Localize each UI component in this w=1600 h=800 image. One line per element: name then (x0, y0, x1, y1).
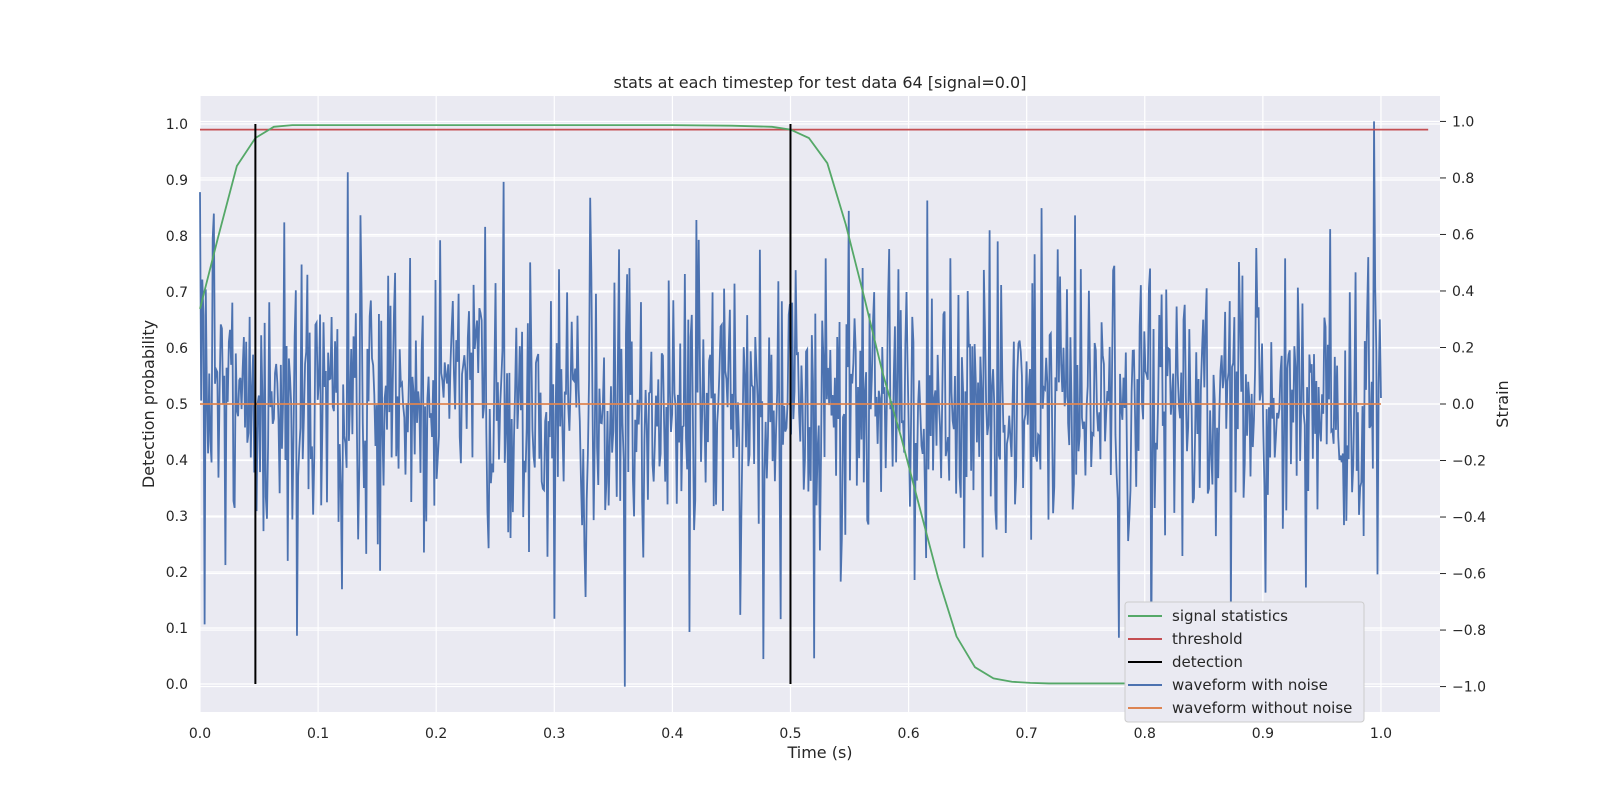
x-tick-label: 0.8 (1134, 726, 1156, 742)
x-tick-label: 0.3 (543, 726, 565, 742)
legend-label-waveform-with-noise: waveform with noise (1172, 676, 1328, 694)
x-tick-label: 0.7 (1016, 726, 1038, 742)
y2-tick-label: 1.0 (1452, 114, 1474, 130)
x-axis-label: Time (s) (786, 743, 852, 762)
y-tick-label: 0.3 (166, 509, 188, 525)
y-tick-label: 0.8 (166, 229, 188, 245)
y2-tick-label: 0.8 (1452, 171, 1474, 187)
y2-tick-label: −0.4 (1452, 510, 1486, 526)
x-tick-label: 0.6 (897, 726, 919, 742)
x-tick-label: 0.5 (779, 726, 801, 742)
y-tick-label: 0.1 (166, 621, 188, 637)
y-tick-label: 0.9 (166, 173, 188, 189)
y-axis-label: Detection probability (139, 320, 158, 488)
y-tick-label: 0.2 (166, 565, 188, 581)
series-signal-statistics (199, 124, 1358, 685)
legend-box (1124, 601, 1365, 723)
y2-tick-label: 0.4 (1452, 284, 1474, 300)
y2-tick-label: −1.0 (1452, 680, 1486, 696)
x-tick-label: 0.2 (425, 726, 447, 742)
y2-tick-label: −0.2 (1452, 454, 1486, 470)
x-tick-label: 0.1 (307, 726, 329, 742)
y2-tick-label: −0.8 (1452, 623, 1486, 639)
legend: signal statistics threshold detection wa… (1124, 601, 1365, 723)
y2-tick-label: 0.6 (1452, 227, 1474, 243)
x-tick-label: 0.0 (189, 726, 211, 742)
y-tick-label: 1.0 (166, 117, 188, 133)
y2-tick-label: 0.0 (1452, 397, 1474, 413)
y-tick-label: 0.5 (166, 397, 188, 413)
legend-label-threshold: threshold (1172, 630, 1243, 648)
y-tick-label: 0.6 (166, 341, 188, 357)
y2-axis-label: Strain (1493, 380, 1512, 427)
chart-title: stats at each timestep for test data 64 … (614, 73, 1027, 92)
x-tick-label: 0.4 (661, 726, 683, 742)
x-tick-label: 0.9 (1252, 726, 1274, 742)
y-tick-label: 0.7 (166, 285, 188, 301)
y2-tick-label: −0.6 (1452, 567, 1486, 583)
y-tick-label: 0.0 (166, 677, 188, 693)
legend-label-waveform-without-noise: waveform without noise (1172, 699, 1352, 717)
x-tick-label: 1.0 (1370, 726, 1392, 742)
legend-label-signal-statistics: signal statistics (1172, 607, 1288, 625)
y-tick-label: 0.4 (166, 453, 188, 469)
y2-tick-label: 0.2 (1452, 340, 1474, 356)
legend-label-detection: detection (1172, 653, 1243, 671)
